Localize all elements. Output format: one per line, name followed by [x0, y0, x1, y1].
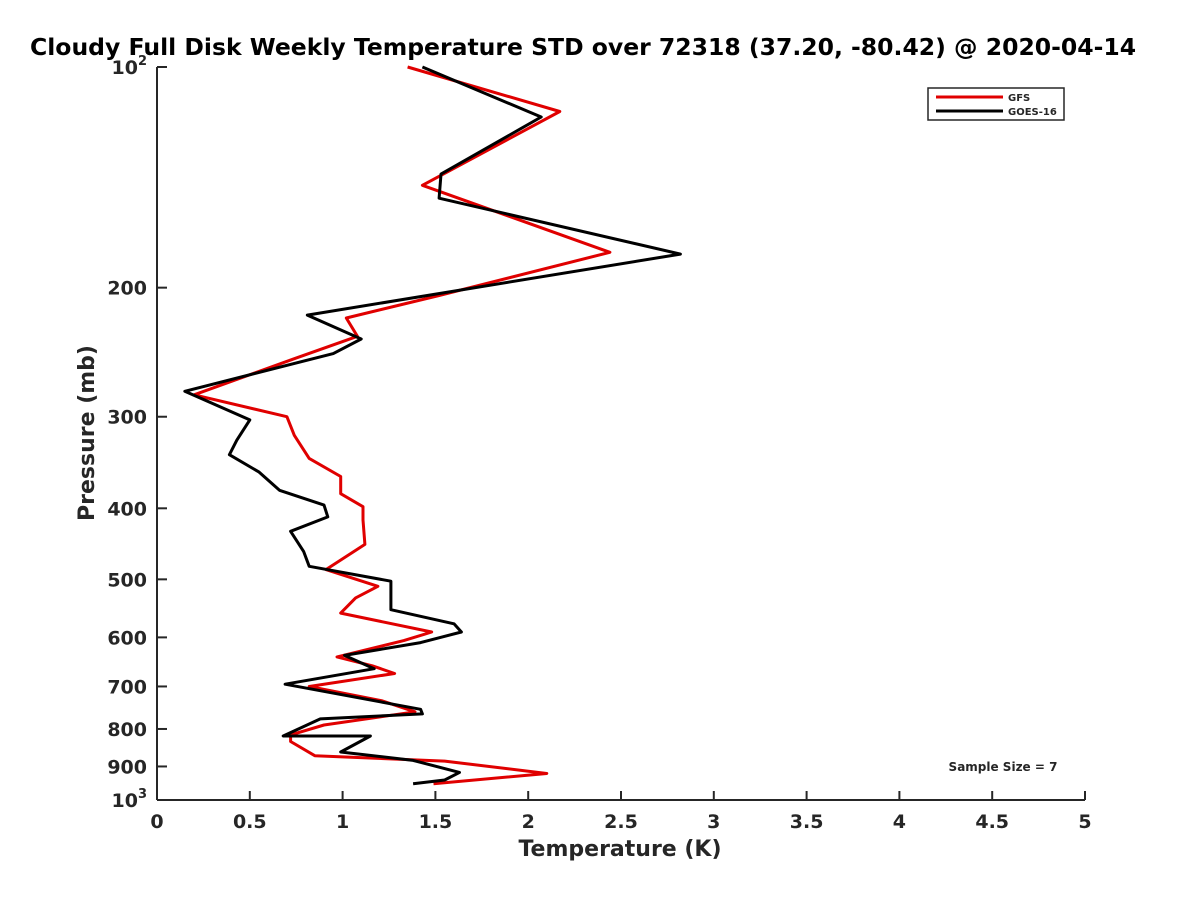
y-tick-label: 103 — [112, 787, 148, 812]
y-tick-label: 300 — [107, 407, 147, 429]
y-axis-label: Pressure (mb) — [75, 345, 100, 521]
series-line-goes-16 — [183, 65, 682, 786]
legend-label: GFS — [1008, 93, 1030, 104]
x-axis-label: Temperature (K) — [518, 837, 721, 862]
x-tick-label: 4 — [893, 811, 906, 833]
x-tick-label: 2.5 — [604, 811, 638, 833]
y-tick-label: 500 — [107, 569, 147, 591]
x-tick-label: 3 — [707, 811, 720, 833]
sample-size-annotation: Sample Size = 7 — [949, 760, 1058, 774]
y-tick-label: 700 — [107, 676, 147, 698]
y-tick-label: 800 — [107, 719, 147, 741]
x-tick-label: 5 — [1078, 811, 1091, 833]
series-line-gfs — [192, 65, 612, 786]
x-tick-label: 1.5 — [419, 811, 453, 833]
chart-title: Cloudy Full Disk Weekly Temperature STD … — [30, 33, 1136, 61]
x-tick-label: 3.5 — [790, 811, 824, 833]
x-tick-label: 1 — [336, 811, 349, 833]
y-tick-label: 102 — [112, 54, 148, 79]
x-tick-label: 0.5 — [233, 811, 267, 833]
legend-box — [927, 87, 1065, 121]
x-tick-label: 0 — [150, 811, 163, 833]
x-tick-label: 2 — [522, 811, 535, 833]
legend: GFS GOES-16 — [927, 87, 1065, 121]
y-tick-label: 900 — [107, 756, 147, 778]
x-tick-label: 4.5 — [975, 811, 1009, 833]
y-tick-label: 600 — [107, 627, 147, 649]
y-tick-label: 200 — [107, 278, 147, 300]
legend-label: GOES-16 — [1008, 107, 1057, 118]
y-tick-label: 400 — [107, 498, 147, 520]
series-layer — [183, 65, 682, 786]
axes-layer: 0 0.5 1 1.5 2 2.5 3 3.5 4 4.5 5 102 200 300 400 500 600 7… — [107, 54, 1091, 833]
